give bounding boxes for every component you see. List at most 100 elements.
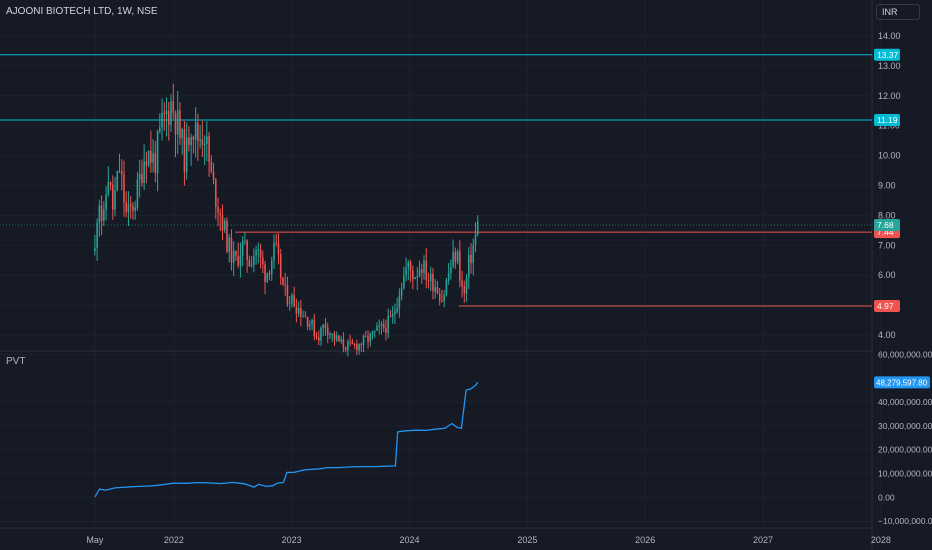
candle-body [380,323,383,327]
candle-body [338,335,340,342]
candle-body [100,205,103,222]
price-pane[interactable] [0,54,872,357]
candle-body [181,129,183,139]
candle-body [468,254,470,278]
candle-body [98,205,101,223]
candle-body [188,137,190,145]
candle-body [288,303,291,305]
candle-body [400,288,403,297]
candle-body [418,269,421,276]
candle-body [94,247,96,252]
candle-body [335,335,338,340]
candle-body [170,101,172,125]
candle-body [161,112,163,128]
candle-body [201,139,204,146]
x-tick-label: 2023 [282,535,302,545]
candle-body [445,280,448,295]
candle-body [152,153,154,163]
candle-body [447,273,450,281]
candle-body [210,161,213,172]
candle-body [228,237,231,252]
candle-body [351,341,354,344]
candle-body [237,255,239,266]
candle-body [409,262,412,271]
candle-body [248,259,251,267]
candle-body [123,174,125,203]
level-line-badge-label: 7.44 [877,227,894,237]
candle-body [309,324,311,327]
candle-body [391,313,394,317]
candle-body [217,206,219,213]
candle-body [286,284,289,304]
candle-body [105,194,107,210]
candle-body [461,280,463,287]
candle-body [268,272,271,275]
candle-body [358,344,360,351]
candle-body [456,251,459,262]
candle-body [190,137,192,145]
candle-body [112,184,114,210]
candle-body [349,341,351,343]
candle-body [279,254,282,278]
candle-body [239,255,242,266]
price-tick-label: 13.00 [878,61,901,71]
candle-body [143,161,145,184]
candle-body [125,202,128,213]
x-tick-label: 2028 [871,535,891,545]
grid [0,0,873,550]
candle-body [255,250,257,256]
candle-body [223,220,226,231]
level-line-badge-label: 4.97 [877,301,894,311]
candle-body [342,339,345,348]
candle-body [156,131,159,173]
candle-body [185,137,188,173]
candle-body [313,320,316,337]
candle-body [465,277,468,294]
candle-body [326,327,329,335]
last-price-badge-label: 7.68 [877,220,894,230]
currency-selector[interactable]: INR [876,4,920,20]
pvt-indicator-label: PVT [6,356,26,367]
candle-body [246,240,248,260]
candle-body [331,333,333,335]
candle-body [378,326,381,328]
pvt-pane[interactable] [94,381,479,498]
candle-body [315,336,318,338]
candle-body [317,337,320,341]
pvt-tick-label: −10,000,000.00 [878,516,932,526]
candle-body [120,171,123,175]
candle-body [405,267,407,276]
candle-body [277,243,280,255]
candle-body [429,273,432,282]
candle-body [232,250,235,263]
level-line-badge [874,48,900,61]
candle-body [441,300,443,302]
candle-body [109,182,112,185]
candle-body [179,110,181,139]
candle-body [103,209,105,222]
candle-body [353,343,356,345]
candle-body [329,333,331,335]
candle-body [284,284,286,286]
candle-body [244,240,246,242]
level-line-badge [874,114,900,127]
candle-body [362,335,365,346]
candle-body [396,307,398,312]
candle-body [127,204,130,213]
pvt-line [94,381,479,498]
candle-body [373,330,376,332]
x-tick-label: 2024 [399,535,419,545]
candle-body [333,333,336,340]
candle-body [385,328,387,333]
candle-body [257,249,260,251]
candle-body [174,112,177,135]
candle-body [420,269,423,273]
candle-body [262,257,264,265]
pvt-tick-label: 40,000,000.00 [878,397,932,407]
candle-body [230,237,233,263]
candle-body [118,171,121,173]
level-line-badge [874,300,900,313]
candle-body [463,286,466,294]
candle-body [344,347,347,350]
